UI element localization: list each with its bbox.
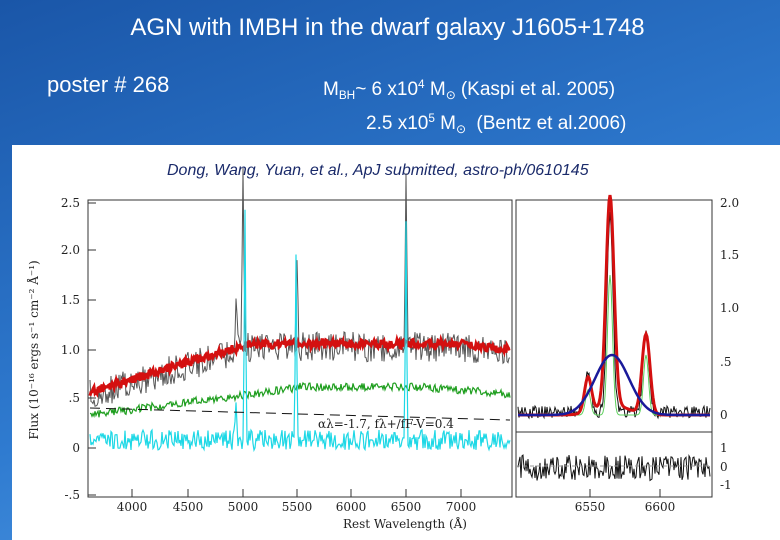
right-panel	[515, 199, 713, 498]
mass-text: M	[424, 79, 446, 101]
x-tick-label: 6600	[645, 500, 676, 514]
y-tick-label: 1	[720, 441, 728, 455]
x-tick-label: 6000	[336, 500, 367, 514]
x-tick-label: 5000	[228, 500, 259, 514]
mass-text: 2.5 x10	[366, 113, 429, 135]
mass-text: BH	[338, 89, 356, 103]
mass-line: 2.5 x105 M⊙ (Bentz et al.2006)	[366, 112, 626, 136]
x-tick-label: 6550	[575, 500, 606, 514]
residual	[517, 454, 711, 482]
y-tick-label: -.5	[64, 488, 80, 502]
figure: Dong, Wang, Yuan, et al., ApJ submitted,…	[12, 145, 780, 540]
x-tick-label: 4500	[173, 500, 204, 514]
x-tick-label: 5500	[282, 500, 313, 514]
mass-text: 4	[418, 78, 425, 91]
left-panel	[87, 199, 513, 498]
spectrum-black	[517, 211, 711, 420]
x-tick-label: 4000	[117, 500, 148, 514]
y-tick-label: 0	[720, 460, 728, 474]
mass-text: M	[434, 113, 456, 135]
title: AGN with IMBH in the dwarf galaxy J1605+…	[130, 14, 645, 41]
y-tick-label: 2.0	[720, 196, 739, 210]
y-tick-label: 1.0	[720, 301, 739, 315]
spectrum-green	[89, 381, 511, 419]
y-tick-label: 2.0	[61, 243, 80, 257]
y-axis-label: Flux (10⁻¹⁶ ergs s⁻¹ cm⁻² Å⁻¹)	[26, 260, 41, 439]
y-tick-label: 1.0	[61, 343, 80, 357]
x-tick-label: 6500	[391, 500, 422, 514]
y-tick-label: -1	[720, 478, 732, 492]
spectrum-cyan	[89, 209, 511, 453]
mass-text: (Bentz et al.2006)	[465, 113, 627, 135]
x-tick-label: 7000	[446, 500, 477, 514]
model-blue	[518, 353, 710, 417]
y-tick-label: 0	[72, 441, 80, 455]
y-tick-label: 1.5	[61, 293, 80, 307]
mass-line: MBH~ 6 x104 M⊙ (Kaspi et al. 2005)	[323, 78, 615, 102]
powerlaw	[89, 407, 511, 421]
citation: Dong, Wang, Yuan, et al., ApJ submitted,…	[167, 162, 589, 179]
annotation: αλ=-1.7, fλ+/fF-V=0.4	[318, 417, 454, 431]
mass-text: ~ 6 x10	[355, 79, 419, 101]
x-axis-label: Rest Wavelength (Å)	[343, 516, 467, 531]
poster-number: poster # 268	[47, 72, 170, 97]
y-tick-label: 0	[720, 408, 728, 422]
mass-text: (Kaspi et al. 2005)	[455, 79, 616, 101]
y-tick-label: .5	[720, 355, 731, 369]
mass-text: ⊙	[445, 89, 456, 103]
y-tick-label: 1.5	[720, 248, 739, 262]
y-tick-label: .5	[69, 391, 80, 405]
mass-text: ⊙	[455, 123, 466, 137]
y-tick-label: 2.5	[61, 196, 80, 210]
spectrum-red	[88, 333, 511, 398]
mass-text: 5	[428, 112, 435, 125]
mass-text: M	[323, 79, 339, 101]
